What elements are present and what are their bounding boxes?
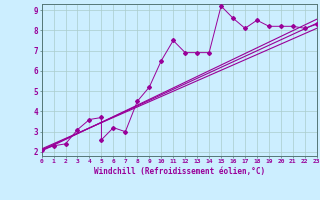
X-axis label: Windchill (Refroidissement éolien,°C): Windchill (Refroidissement éolien,°C) xyxy=(94,167,265,176)
